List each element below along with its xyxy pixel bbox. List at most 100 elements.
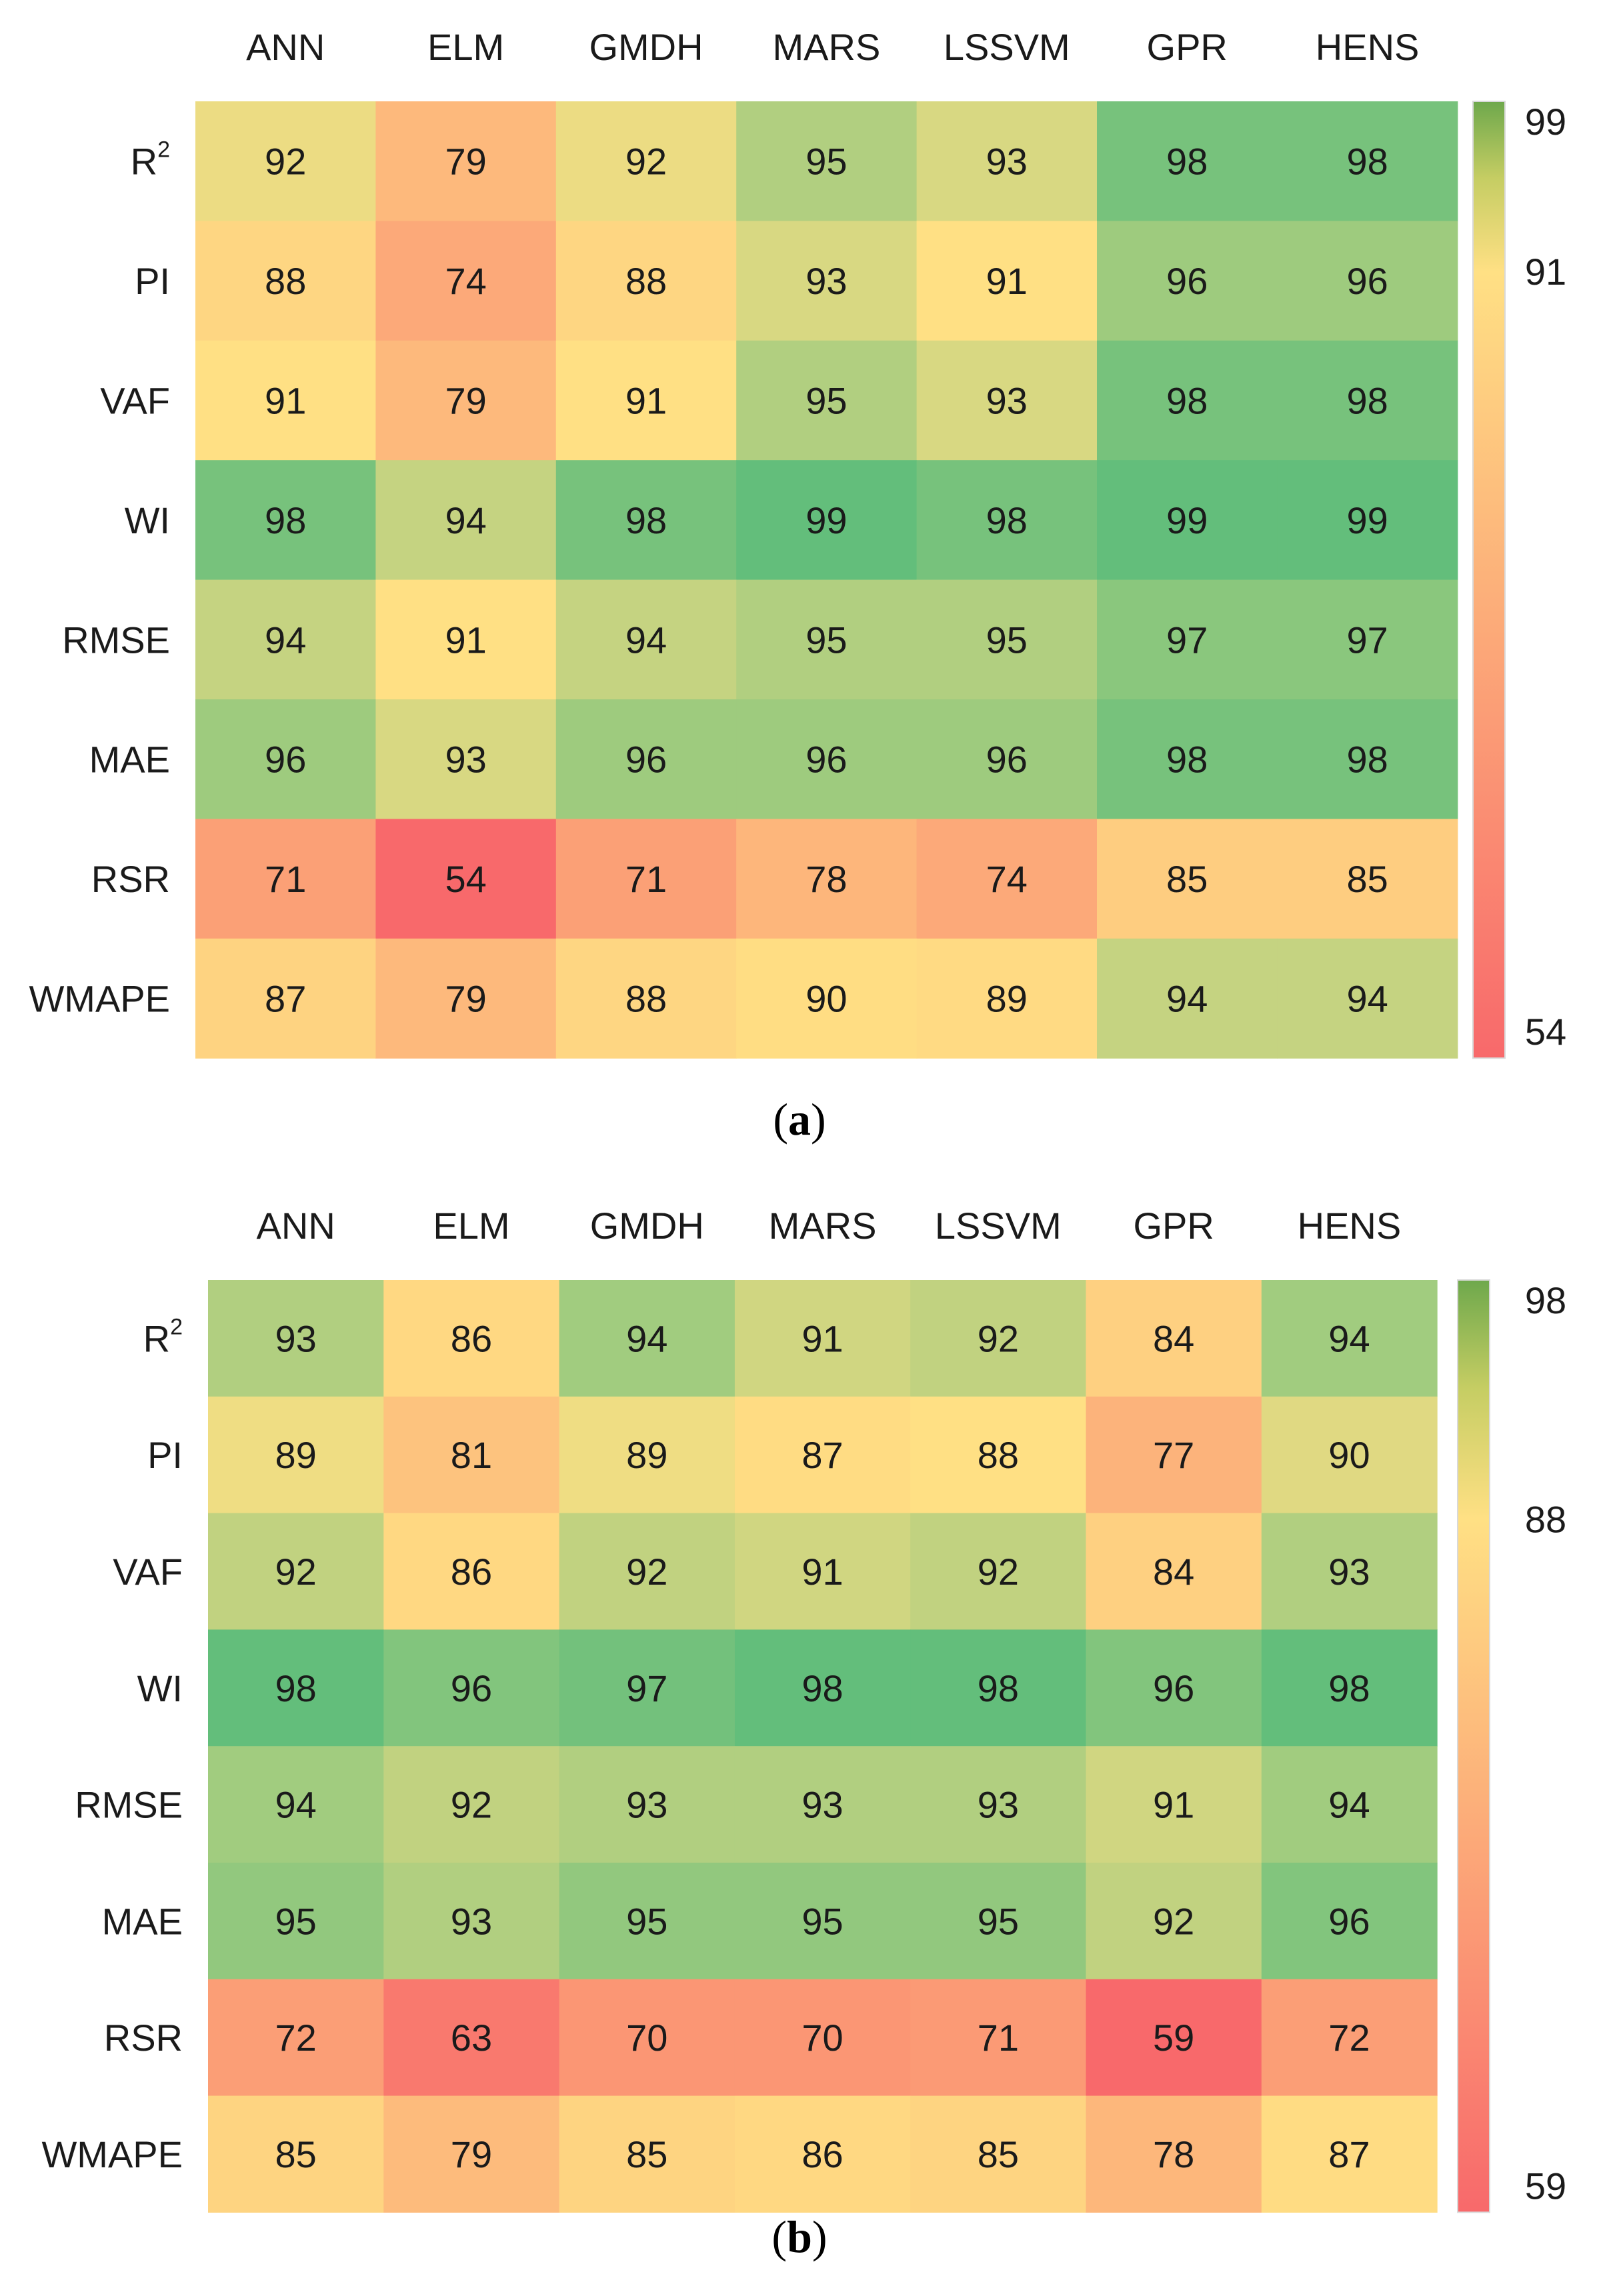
- heatmap-cell: [1261, 1979, 1438, 2097]
- row-label: RSR: [104, 2017, 183, 2059]
- heatmap-cell: [559, 1280, 735, 1397]
- cell-value: 99: [1346, 499, 1388, 541]
- cell-value: 91: [625, 380, 667, 422]
- cell-value: 92: [265, 141, 306, 183]
- cell-value: 70: [626, 2017, 667, 2059]
- cell-value: 85: [626, 2133, 667, 2175]
- heatmap-cell: [555, 101, 737, 221]
- heatmap-cell: [1086, 1280, 1262, 1397]
- row-label: WMAPE: [29, 978, 170, 1020]
- heatmap-cell: [1261, 1746, 1438, 1863]
- cell-value: 87: [802, 1434, 843, 1476]
- cell-value: 96: [806, 739, 847, 781]
- heatmap-cell: [195, 221, 376, 341]
- cell-value: 91: [265, 380, 306, 422]
- heatmap-cell: [1097, 699, 1278, 819]
- heatmap-cell: [195, 699, 376, 819]
- cell-value: 79: [451, 2133, 492, 2175]
- cell-value: 97: [626, 1667, 667, 1709]
- heatmap-cell: [1086, 1746, 1262, 1863]
- heatmap-cell: [555, 938, 737, 1059]
- heatmap-cell: [736, 579, 918, 700]
- cell-value: 86: [451, 1551, 492, 1593]
- cell-value: 96: [265, 739, 306, 781]
- cell-value: 93: [986, 380, 1028, 422]
- row-label: RMSE: [62, 619, 170, 661]
- row-label: RSR: [91, 858, 170, 900]
- row-label: RMSE: [75, 1784, 183, 1826]
- row-label: MAE: [89, 739, 170, 781]
- colorbar: [1472, 101, 1506, 1059]
- column-label: GMDH: [590, 1205, 704, 1247]
- cell-value: 89: [275, 1434, 317, 1476]
- heatmap-cell: [375, 938, 557, 1059]
- heatmap-cell: [736, 938, 918, 1059]
- heatmap-cell: [195, 340, 376, 461]
- cell-value: 94: [1328, 1784, 1370, 1826]
- row-label: R2: [131, 137, 170, 183]
- cell-value: 88: [625, 978, 667, 1020]
- heatmap-cell: [208, 2095, 384, 2213]
- heatmap-cell: [195, 101, 376, 221]
- heatmap-cell: [1097, 340, 1278, 461]
- cell-value: 98: [1166, 739, 1208, 781]
- cell-value: 89: [626, 1434, 667, 1476]
- colorbar-tick-label: 88: [1525, 1499, 1566, 1541]
- cell-value: 93: [445, 739, 486, 781]
- column-label: ELM: [427, 26, 504, 68]
- heatmap-cell: [734, 1513, 911, 1630]
- heatmap-cell: [734, 1863, 911, 1980]
- heatmap-cell: [208, 1979, 384, 2097]
- heatmap-cell: [555, 460, 737, 581]
- cell-value: 94: [1166, 978, 1208, 1020]
- heatmap-cell: [1097, 101, 1278, 221]
- colorbar-tick-label: 99: [1525, 101, 1566, 143]
- colorbar: [1457, 1279, 1490, 2213]
- cell-value: 93: [451, 1900, 492, 1942]
- heatmap-cell: [383, 1746, 560, 1863]
- heatmap-cell: [559, 1396, 735, 1514]
- cell-value: 79: [445, 141, 486, 183]
- panel-caption: (b): [771, 2211, 827, 2262]
- heatmap-cell: [910, 1863, 1087, 1980]
- column-label: HENS: [1298, 1205, 1402, 1247]
- heatmap-cell: [1277, 340, 1458, 461]
- heatmap-cell: [910, 2095, 1087, 2213]
- heatmap-cell: [208, 1513, 384, 1630]
- heatmap-cell: [1261, 1396, 1438, 1514]
- column-label: ANN: [257, 1205, 335, 1247]
- heatmap-cell: [910, 1746, 1087, 1863]
- cell-value: 92: [625, 141, 667, 183]
- cell-value: 63: [451, 2017, 492, 2059]
- heatmap-cell: [383, 1863, 560, 1980]
- cell-value: 88: [978, 1434, 1019, 1476]
- heatmap-cell: [208, 1280, 384, 1397]
- cell-value: 79: [445, 978, 486, 1020]
- cell-value: 98: [1166, 380, 1208, 422]
- cell-value: 98: [802, 1667, 843, 1709]
- cell-value: 86: [451, 1317, 492, 1359]
- cell-value: 85: [1346, 858, 1388, 900]
- cell-value: 98: [1346, 739, 1388, 781]
- cell-value: 94: [445, 499, 486, 541]
- cell-value: 95: [802, 1900, 843, 1942]
- heatmap-cell: [916, 819, 1098, 939]
- heatmap-cell: [208, 1396, 384, 1514]
- cell-value: 77: [1153, 1434, 1194, 1476]
- cell-value: 95: [986, 619, 1028, 661]
- cell-value: 96: [1346, 260, 1388, 302]
- heatmap-cell: [1097, 579, 1278, 700]
- heatmap-cell: [383, 1280, 560, 1397]
- heatmap-cell: [383, 1629, 560, 1747]
- cell-value: 81: [451, 1434, 492, 1476]
- cell-value: 96: [986, 739, 1028, 781]
- heatmap-cell: [1277, 579, 1458, 700]
- cell-value: 88: [625, 260, 667, 302]
- heatmap-cell: [559, 1979, 735, 2097]
- heatmap-cell: [916, 938, 1098, 1059]
- heatmap-cell: [734, 1979, 911, 2097]
- cell-value: 96: [1328, 1900, 1370, 1942]
- cell-value: 98: [1346, 380, 1388, 422]
- cell-value: 72: [275, 2017, 317, 2059]
